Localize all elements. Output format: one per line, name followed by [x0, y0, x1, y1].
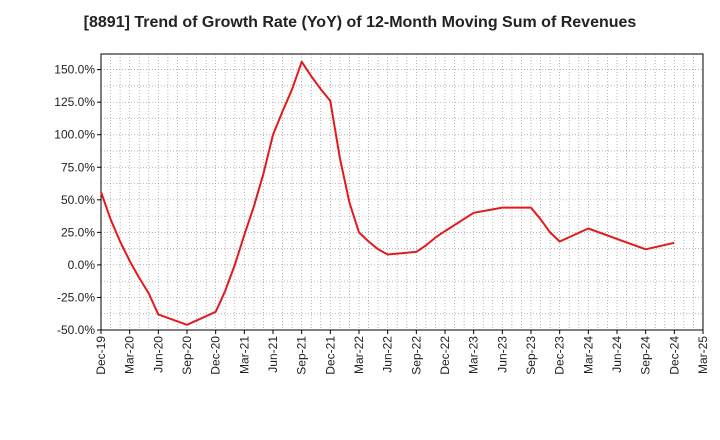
x-tick-label: Jun-22 — [381, 336, 395, 373]
x-tick-label: Mar-25 — [696, 336, 710, 374]
x-tick-label: Dec-19 — [94, 336, 108, 375]
y-tick-label: 125.0% — [54, 95, 95, 109]
y-tick-label: -25.0% — [57, 290, 95, 304]
y-tick-label: 150.0% — [54, 63, 95, 77]
x-tick-label: Sep-21 — [295, 336, 309, 375]
x-tick-label: Dec-24 — [667, 336, 681, 375]
x-tick-label: Mar-22 — [352, 336, 366, 374]
x-tick-label: Sep-22 — [409, 336, 423, 375]
x-tick-label: Mar-24 — [581, 336, 595, 374]
x-tick-label: Jun-21 — [266, 336, 280, 373]
x-tick-label: Dec-20 — [209, 336, 223, 375]
y-tick-label: 75.0% — [61, 160, 95, 174]
chart-title: [8891] Trend of Growth Rate (YoY) of 12-… — [83, 14, 637, 31]
x-tick-label: Dec-23 — [553, 336, 567, 375]
y-tick-label: -50.0% — [57, 323, 95, 337]
x-tick-label: Sep-20 — [180, 336, 194, 375]
y-axis-labels: 150.0% 125.0% 100.0% 75.0% 50.0% 25.0% 0.0% -25… — [54, 63, 101, 337]
y-tick-label: 25.0% — [61, 225, 95, 239]
y-tick-label: 50.0% — [61, 193, 95, 207]
series-line — [100, 60, 675, 326]
x-tick-label: Jun-23 — [495, 336, 509, 373]
y-tick-label: 0.0% — [68, 258, 96, 272]
x-tick-label: Dec-21 — [323, 336, 337, 375]
x-tick-label: Jun-20 — [151, 336, 165, 373]
plot-area — [101, 54, 703, 330]
series-layer — [100, 60, 675, 326]
x-axis-labels: Dec-19 Mar-20 Jun-20 Sep-20 Dec-20 Mar-21 Jun-… — [94, 330, 710, 375]
x-tick-label: Mar-20 — [123, 336, 137, 374]
x-tick-label: Mar-23 — [467, 336, 481, 374]
x-tick-label: Jun-24 — [610, 336, 624, 373]
x-tick-label: Sep-23 — [524, 336, 538, 375]
x-tick-label: Dec-22 — [438, 336, 452, 375]
x-tick-label: Mar-21 — [237, 336, 251, 374]
x-tick-label: Sep-24 — [639, 336, 653, 375]
y-tick-label: 100.0% — [54, 128, 95, 142]
